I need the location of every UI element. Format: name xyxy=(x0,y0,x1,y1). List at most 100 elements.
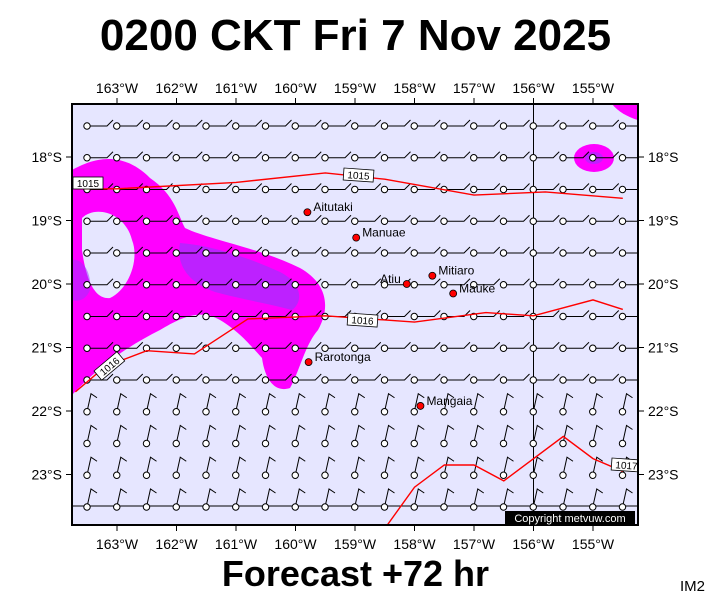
barb-station xyxy=(291,344,299,352)
barb-shaft xyxy=(235,214,263,222)
barb-station xyxy=(321,439,329,448)
barb-shaft xyxy=(175,456,187,476)
barb-shaft xyxy=(592,456,604,476)
barb-shaft xyxy=(354,278,382,286)
place-name: Mauke xyxy=(459,282,495,296)
barb-shaft xyxy=(265,119,292,127)
barb-shaft xyxy=(235,392,247,412)
lat-label-left: 23°S xyxy=(31,467,62,483)
barb-station xyxy=(351,503,359,511)
barb-station xyxy=(589,249,597,257)
barb-shaft xyxy=(444,310,471,317)
barb-station xyxy=(202,312,210,321)
wind-barb xyxy=(261,456,276,479)
barb-shaft xyxy=(444,151,471,159)
barb-station xyxy=(142,439,151,448)
wind-barb xyxy=(232,246,263,257)
lon-label-bottom: 157°W xyxy=(453,536,496,552)
wind-barb xyxy=(649,374,678,383)
barb-shaft xyxy=(592,151,620,159)
barb-shaft xyxy=(146,424,157,444)
wind-barb xyxy=(202,310,233,321)
place-name: Atiu xyxy=(380,272,401,286)
barb-shaft xyxy=(116,424,128,444)
barb-shaft xyxy=(176,373,203,381)
wind-barb xyxy=(291,183,322,194)
barb-station xyxy=(113,281,121,289)
latitude-labels-left: 18°S 19°S 20°S 21°S 22°S 23°S xyxy=(31,149,62,483)
wind-barb xyxy=(172,214,203,225)
wind-barb xyxy=(142,310,173,321)
wind-barb xyxy=(529,341,560,352)
barb-station xyxy=(291,154,299,162)
lon-label-bottom: 155°W xyxy=(572,536,615,552)
wind-barb xyxy=(380,424,395,448)
barb-station xyxy=(113,439,121,448)
barb-shaft xyxy=(116,119,144,127)
wind-barb xyxy=(321,424,336,448)
barb-shaft xyxy=(414,214,441,222)
wind-barb xyxy=(113,392,128,416)
isobar-label-box xyxy=(93,351,126,381)
wind-barb xyxy=(321,183,352,194)
copyright-badge: Copyright metvuw.com xyxy=(505,511,635,525)
wind-barb xyxy=(83,392,98,416)
wind-barb xyxy=(589,246,620,257)
barb-shaft xyxy=(533,183,560,190)
barb-station xyxy=(142,249,151,257)
isobar-label: 1015 xyxy=(72,176,104,190)
barb-station xyxy=(410,312,418,321)
barb-station xyxy=(202,185,210,194)
wind-barb xyxy=(232,424,247,448)
barb-shaft xyxy=(384,488,395,508)
barb-shaft xyxy=(473,246,501,254)
barb-shaft xyxy=(413,488,425,508)
wind-barb xyxy=(499,246,530,257)
isobar-line xyxy=(74,299,624,393)
barb-shaft xyxy=(116,246,144,254)
barb-station xyxy=(291,122,299,130)
map-code: IM2 xyxy=(679,578,705,595)
wind-barb xyxy=(83,488,98,511)
wind-barb xyxy=(589,424,604,448)
wind-barb xyxy=(351,278,382,289)
wind-barb xyxy=(380,392,395,416)
barb-station xyxy=(410,217,418,225)
wind-barb xyxy=(440,341,471,352)
barb-shaft xyxy=(325,214,352,222)
barb-station xyxy=(589,471,597,479)
barb-station xyxy=(351,185,359,194)
wind-barb xyxy=(440,246,471,257)
wind-barb xyxy=(142,214,173,225)
barb-shaft xyxy=(325,341,352,349)
barb-station xyxy=(172,154,180,162)
barb-shaft xyxy=(592,246,620,254)
barb-shaft xyxy=(533,246,560,254)
barb-shaft xyxy=(87,214,114,222)
wind-barb xyxy=(321,214,352,225)
wind-barb xyxy=(589,119,620,130)
lon-label-top: 160°W xyxy=(274,80,317,96)
wind-barb xyxy=(499,456,514,479)
barb-station xyxy=(232,217,240,225)
barb-station xyxy=(232,312,240,321)
wind-barb xyxy=(380,456,395,479)
wind-barb xyxy=(470,151,501,162)
barb-station xyxy=(470,281,478,289)
barb-station xyxy=(499,122,508,130)
wind-barb xyxy=(410,278,441,289)
barb-station xyxy=(261,376,270,384)
barb-shaft xyxy=(503,341,530,349)
barb-station xyxy=(172,503,180,511)
wind-barb xyxy=(291,214,322,225)
barb-shaft xyxy=(384,310,411,317)
barb-station xyxy=(440,122,448,130)
wind-barb xyxy=(410,424,425,448)
wind-barb xyxy=(618,424,633,448)
barb-station xyxy=(232,503,240,511)
barb-shaft xyxy=(503,183,530,190)
barb-station xyxy=(440,217,448,225)
barb-shaft xyxy=(384,424,395,444)
barb-station xyxy=(261,281,270,289)
forecast-title: 0200 CKT Fri 7 Nov 2025 xyxy=(99,11,612,60)
